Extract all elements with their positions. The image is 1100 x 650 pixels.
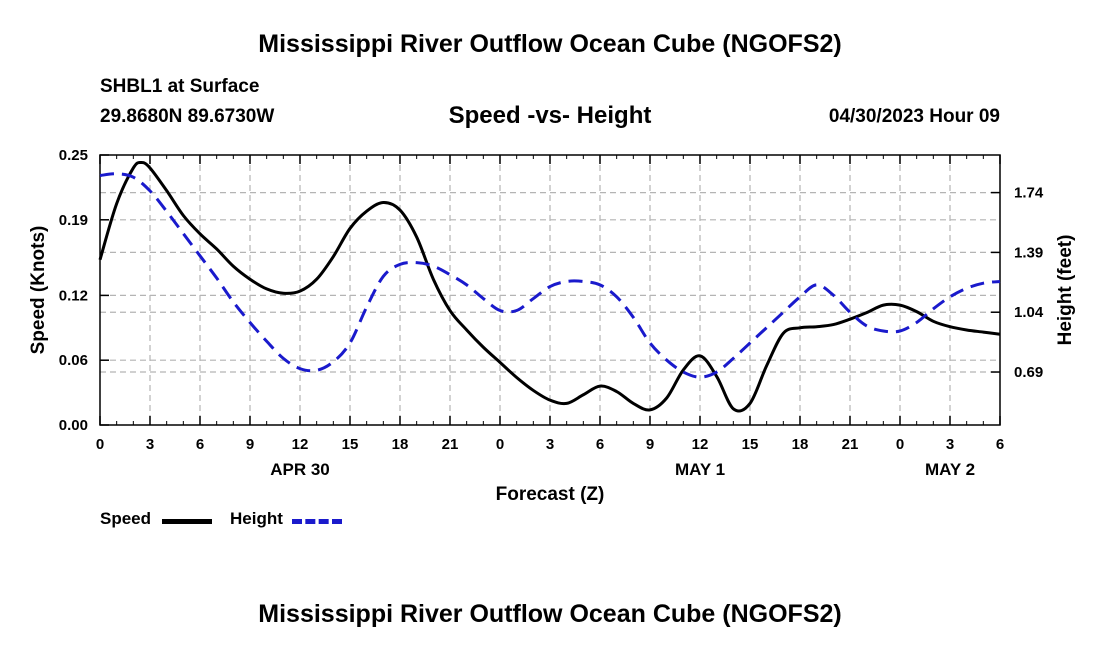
y2-tick-label: 0.69 [1014, 364, 1043, 381]
y-axis-label: Speed (Knots) [28, 226, 49, 355]
footer-title: Mississippi River Outflow Ocean Cube (NG… [258, 600, 842, 628]
y2-tick-label: 1.04 [1014, 304, 1044, 321]
legend-height-label: Height [230, 509, 283, 528]
y-tick-label: 0.00 [59, 417, 88, 434]
x-tick-label: 21 [442, 436, 459, 453]
run-time: 04/30/2023 Hour 09 [828, 106, 1000, 127]
x-tick-label: 3 [146, 436, 154, 453]
x-date-label: MAY 1 [675, 460, 725, 479]
y2-axis-label: Height (feet) [1055, 235, 1076, 346]
x-tick-label: 0 [896, 436, 904, 453]
x-tick-label: 15 [742, 436, 759, 453]
x-tick-label: 3 [946, 436, 954, 453]
x-tick-label: 12 [692, 436, 709, 453]
x-tick-label: 0 [496, 436, 504, 453]
legend-height-swatch [292, 519, 342, 524]
station-coords: 29.8680N 89.6730W [100, 106, 275, 127]
x-tick-label: 12 [292, 436, 309, 453]
x-tick-label: 18 [392, 436, 409, 453]
height-series-line [99, 172, 1001, 379]
x-tick-label: 15 [342, 436, 359, 453]
x-tick-label: 6 [596, 436, 604, 453]
x-date-label: APR 30 [270, 460, 330, 479]
x-tick-label: 9 [646, 436, 654, 453]
y-tick-label: 0.19 [59, 212, 88, 229]
x-tick-label: 21 [842, 436, 859, 453]
x-tick-label: 6 [196, 436, 204, 453]
x-date-label: MAY 2 [925, 460, 975, 479]
x-tick-label: 9 [246, 436, 254, 453]
y-tick-label: 0.06 [59, 352, 88, 369]
x-axis-label: Forecast (Z) [496, 484, 605, 505]
y-tick-label: 0.25 [59, 147, 88, 164]
x-tick-label: 18 [792, 436, 809, 453]
y2-tick-label: 1.39 [1014, 244, 1043, 261]
legend-speed-label: Speed [100, 509, 152, 528]
station-name: SHBL1 at Surface [100, 76, 260, 97]
x-tick-label: 0 [96, 436, 104, 453]
y-tick-label: 0.12 [59, 287, 88, 304]
x-tick-label: 3 [546, 436, 554, 453]
y2-tick-label: 1.74 [1014, 185, 1044, 202]
speed-series-line [98, 160, 1001, 413]
x-tick-label: 6 [996, 436, 1004, 453]
legend-speed-swatch [162, 519, 212, 524]
page-title: Mississippi River Outflow Ocean Cube (NG… [258, 30, 842, 58]
chart-title: Speed -vs- Height [448, 102, 652, 129]
